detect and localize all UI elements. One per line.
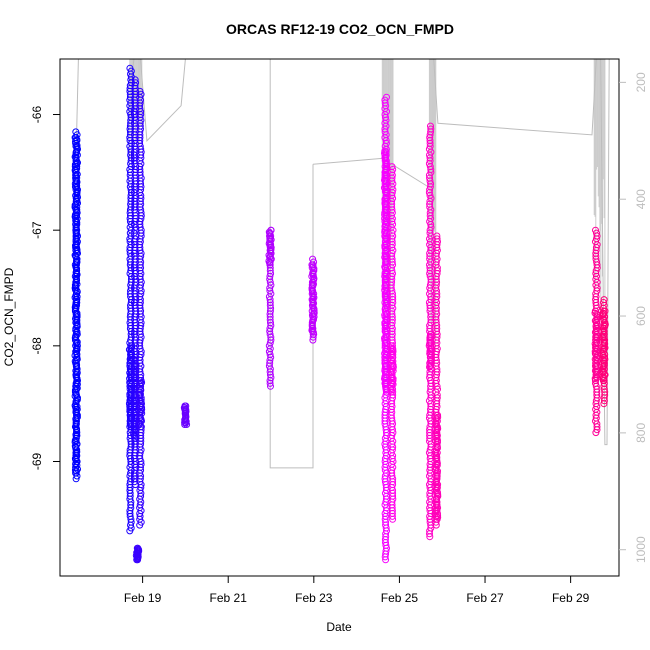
data-point — [381, 176, 388, 184]
pressure-line — [433, 58, 597, 136]
data-point — [387, 342, 395, 350]
data-point — [591, 317, 599, 325]
data-point — [600, 296, 608, 304]
pressure-line — [312, 157, 430, 188]
y2-tick-label: 200 — [634, 72, 648, 92]
y2-tick-label: 600 — [634, 306, 648, 326]
y2-tick-label: 400 — [634, 189, 648, 209]
data-point — [132, 79, 140, 87]
points-layer — [71, 64, 609, 564]
data-point — [182, 402, 190, 410]
x-tick-label: Feb 19 — [124, 591, 162, 605]
data-point — [136, 380, 144, 388]
data-point — [592, 226, 599, 234]
data-point — [134, 544, 142, 552]
data-point — [182, 406, 190, 414]
data-point — [433, 235, 441, 243]
data-point — [131, 353, 139, 361]
data-point — [591, 307, 599, 315]
data-point — [593, 229, 600, 237]
data-point — [267, 226, 275, 234]
data-point — [71, 134, 79, 142]
data-point — [381, 242, 389, 250]
data-point — [387, 369, 395, 377]
data-point — [381, 147, 389, 155]
x-tick-label: Feb 29 — [552, 591, 590, 605]
data-point — [380, 184, 388, 192]
data-point — [126, 64, 134, 72]
data-point — [387, 344, 395, 352]
data-point — [427, 125, 435, 133]
data-point — [433, 232, 441, 240]
data-point — [131, 76, 139, 84]
data-point — [136, 87, 144, 95]
data-point — [432, 415, 440, 423]
y2-axis: 200 400 600 800 1000 — [619, 72, 648, 563]
y-tick-label: -66 — [30, 106, 44, 124]
data-point — [389, 375, 397, 383]
data-point — [73, 136, 81, 144]
data-point — [72, 138, 79, 145]
chart-title: ORCAS RF12-19 CO2_OCN_FMPD — [226, 21, 454, 37]
data-point — [388, 163, 396, 171]
y-axis-label: CO2_OCN_FMPD — [2, 267, 16, 366]
pressure-line — [600, 58, 610, 446]
data-point — [265, 228, 273, 236]
data-point — [434, 411, 442, 419]
data-point — [600, 299, 607, 306]
y-tick-label: -69 — [30, 452, 44, 470]
y-tick-label: -67 — [30, 221, 44, 239]
pressure-line — [194, 58, 314, 469]
data-point — [382, 145, 390, 153]
x-tick-label: Feb 25 — [381, 591, 419, 605]
data-point — [74, 159, 81, 167]
data-point — [389, 166, 397, 173]
data-point — [427, 122, 434, 130]
x-tick-label: Feb 27 — [466, 591, 504, 605]
x-axis-label: Date — [326, 620, 352, 634]
x-tick-label: Feb 23 — [295, 591, 333, 605]
plot-frame — [59, 58, 620, 577]
data-point — [136, 377, 144, 384]
x-tick-label: Feb 21 — [210, 591, 248, 605]
data-point — [434, 413, 442, 421]
y-axis: -66 -67 -68 -69 — [30, 106, 60, 470]
y2-tick-label: 800 — [634, 423, 648, 443]
data-point — [308, 261, 316, 269]
data-point — [180, 404, 188, 412]
pressure-line — [75, 58, 96, 147]
data-point — [601, 307, 609, 315]
y-tick-label: -68 — [30, 337, 44, 355]
data-point — [309, 263, 317, 271]
data-point — [138, 379, 146, 386]
data-point — [599, 309, 607, 317]
data-point — [383, 93, 390, 101]
data-point — [599, 311, 607, 319]
y2-tick-label: 1000 — [634, 536, 648, 563]
x-axis: Feb 19 Feb 21 Feb 23 Feb 25 Feb 27 Feb 29 — [124, 576, 590, 605]
pressure-layer — [75, 58, 610, 469]
data-point — [389, 346, 397, 354]
